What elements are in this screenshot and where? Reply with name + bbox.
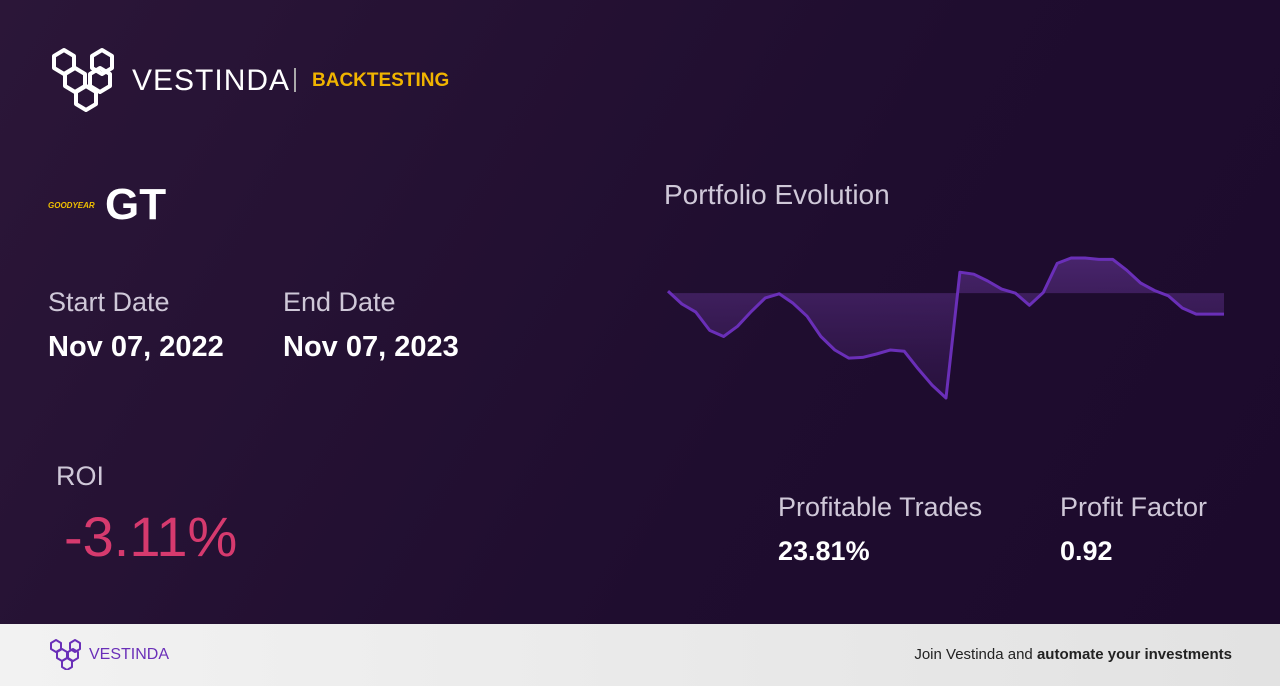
chart [666, 256, 1224, 400]
cta-text: Join Vestinda and [914, 646, 1037, 663]
profit-factor: 0.92 [1060, 536, 1113, 566]
asset-logo: GOODYEAR [48, 201, 95, 210]
end-date: Nov 07, 2023 [283, 331, 459, 363]
area [668, 258, 1224, 398]
divider [294, 68, 296, 92]
cta-bold[interactable]: automate your investments [1036, 646, 1232, 663]
section-name: BACKTESTING [312, 70, 450, 91]
card: VESTINDA BACKTESTING GOODYEAR GT Start D… [0, 0, 1280, 624]
ticker: GT [105, 180, 167, 229]
roi-label: ROI [56, 461, 105, 491]
brand-name: VESTINDA [132, 64, 291, 97]
profitable-trades-label: Profitable Trades [778, 492, 983, 522]
start-date: Nov 07, 2022 [48, 331, 224, 363]
end-label: End Date [283, 287, 396, 317]
footer-brand: VESTINDA [89, 646, 170, 663]
profit-factor-label: Profit Factor [1060, 492, 1208, 522]
brand-logo [52, 48, 114, 112]
footer-cta: Join Vestinda and automate your investme… [914, 646, 1232, 663]
line [666, 256, 1224, 400]
profitable-trades: 23.81% [778, 536, 870, 566]
footer-logo [50, 639, 81, 670]
chart-title: Portfolio Evolution [664, 179, 890, 210]
start-label: Start Date [48, 287, 170, 317]
roi-value: -3.11% [64, 505, 238, 568]
footer: VESTINDA Join Vestinda and automate your… [0, 624, 1280, 686]
